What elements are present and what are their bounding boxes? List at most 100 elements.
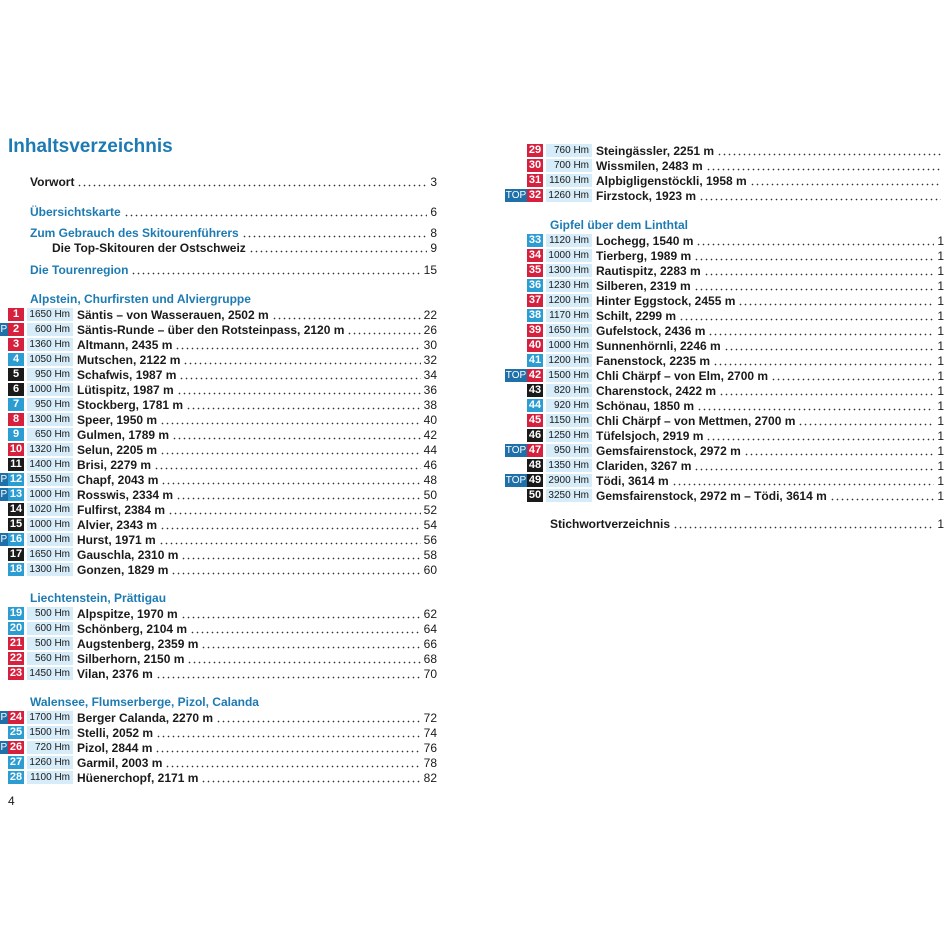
tour-name: Alpspitze, 1970 m — [77, 606, 178, 621]
dot-leader — [155, 666, 421, 681]
tour-page: 1 — [937, 413, 944, 428]
tour-name: Berger Calanda, 2270 m — [77, 710, 214, 725]
entry-page: 1 — [937, 516, 944, 531]
toc-entry: Die Tourenregion 15 — [30, 262, 437, 277]
tour-elevation-gain: 600 Hm — [27, 622, 73, 635]
tour-entry: 3 1360 Hm Altmann, 2435 m 30 — [8, 337, 437, 352]
top-badge: TOP — [505, 189, 527, 202]
tour-entry: 25 1500 Hm Stelli, 2052 m 74 — [8, 725, 437, 740]
entry-title: Übersichtskarte — [30, 204, 121, 219]
tour-entry: 6 1000 Hm Lütispitz, 1987 m 36 — [8, 382, 437, 397]
dot-leader — [160, 412, 421, 427]
tour-number: 10 — [8, 443, 24, 456]
tour-number: 44 — [527, 399, 543, 412]
tour-name: Lütispitz, 1987 m — [77, 382, 174, 397]
tour-elevation-gain: 950 Hm — [27, 368, 73, 381]
tour-name: Clariden, 3267 m — [596, 458, 692, 473]
dot-leader — [347, 322, 421, 337]
tour-page: 1 — [937, 233, 944, 248]
tour-page: 1 — [937, 368, 944, 383]
tour-page: 68 — [423, 651, 437, 666]
tour-name: Tödi, 3614 m — [596, 473, 669, 488]
tour-elevation-gain: 560 Hm — [27, 652, 73, 665]
entry-title: Die Top-Skitouren der Ostschweiz — [52, 240, 246, 255]
tour-elevation-gain: 1650 Hm — [27, 548, 73, 561]
entry-title: Vorwort — [30, 174, 75, 189]
dot-leader — [705, 158, 941, 173]
top-badge: TOP — [0, 533, 8, 546]
tour-page: 36 — [423, 382, 437, 397]
tour-elevation-gain: 1000 Hm — [27, 533, 73, 546]
dot-leader — [172, 427, 421, 442]
dot-leader — [175, 337, 421, 352]
tour-entry: 11 1400 Hm Brisi, 2279 m 46 — [8, 457, 437, 472]
dot-leader — [829, 488, 935, 503]
dot-leader — [216, 710, 421, 725]
tour-elevation-gain: 1650 Hm — [27, 308, 73, 321]
tour-name: Alvier, 2343 m — [77, 517, 158, 532]
tour-elevation-gain: 1170 Hm — [546, 309, 592, 322]
tour-elevation-gain: 1500 Hm — [546, 369, 592, 382]
section-heading: Alpstein, Churfirsten und Alviergruppe — [30, 292, 251, 306]
tour-entry: 29 760 Hm Steingässler, 2251 m — [527, 143, 944, 158]
entry-title: Stichwortverzeichnis — [550, 516, 671, 531]
tour-page: 26 — [423, 322, 437, 337]
dot-leader — [271, 307, 421, 322]
top-badge: TOP — [505, 474, 527, 487]
tour-entry: 41 1200 Hm Fanenstock, 2235 m 1 — [527, 353, 944, 368]
dot-leader — [168, 502, 421, 517]
tour-entry: 42 1500 Hm Chli Chärpf – von Elm, 2700 m 1 — [527, 368, 944, 383]
tour-number: 4 — [8, 353, 24, 366]
tour-entry: 15 1000 Hm Alvier, 2343 m 54 — [8, 517, 437, 532]
tour-page: 62 — [423, 606, 437, 621]
top-badge: TOP — [505, 369, 527, 382]
tour-page: 58 — [423, 547, 437, 562]
tour-entry: 23 1450 Hm Vilan, 2376 m 70 — [8, 666, 437, 681]
tour-number: 34 — [527, 249, 543, 262]
tour-name: Säntis-Runde – über den Rotsteinpass, 21… — [77, 322, 345, 337]
tour-entry: 44 920 Hm Schönau, 1850 m 1 — [527, 398, 944, 413]
tour-name: Wissmilen, 2483 m — [596, 158, 703, 173]
tour-entry: 10 1320 Hm Selun, 2205 m 44 — [8, 442, 437, 457]
tour-entry: 30 700 Hm Wissmilen, 2483 m — [527, 158, 944, 173]
tour-number: 25 — [8, 726, 24, 739]
tour-entry: 7 950 Hm Stockberg, 1781 m 38 — [8, 397, 437, 412]
tour-entry: 12 1550 Hm Chapf, 2043 m 48 — [8, 472, 437, 487]
tour-name: Hurst, 1971 m — [77, 532, 156, 547]
tour-page: 54 — [423, 517, 437, 532]
tour-name: Garmil, 2003 m — [77, 755, 163, 770]
dot-leader — [241, 225, 428, 240]
entry-page: 9 — [430, 240, 437, 255]
top-badge: TOP — [505, 444, 527, 457]
tour-number: 18 — [8, 563, 24, 576]
tour-page: 82 — [423, 770, 437, 785]
tour-name: Rautispitz, 2283 m — [596, 263, 701, 278]
tour-number: 38 — [527, 309, 543, 322]
tour-entry: 18 1300 Hm Gonzen, 1829 m 60 — [8, 562, 437, 577]
dot-leader — [161, 472, 421, 487]
dot-leader — [183, 352, 421, 367]
dot-leader — [771, 368, 935, 383]
tour-page: 42 — [423, 427, 437, 442]
page-number: 4 — [8, 794, 15, 808]
tour-name: Lochegg, 1540 m — [596, 233, 694, 248]
tour-page: 1 — [937, 428, 944, 443]
tour-number: 8 — [8, 413, 24, 426]
dot-leader — [181, 547, 421, 562]
tour-name: Stockberg, 1781 m — [77, 397, 184, 412]
tour-elevation-gain: 1550 Hm — [27, 473, 73, 486]
tour-entry: 37 1200 Hm Hinter Eggstock, 2455 m 1 — [527, 293, 944, 308]
tour-elevation-gain: 1300 Hm — [27, 413, 73, 426]
dot-leader — [679, 308, 935, 323]
dot-leader — [160, 442, 421, 457]
tour-page: 52 — [423, 502, 437, 517]
tour-number: 47 — [527, 444, 543, 457]
tour-entry: 8 1300 Hm Speer, 1950 m 40 — [8, 412, 437, 427]
tour-page: 40 — [423, 412, 437, 427]
tour-page: 60 — [423, 562, 437, 577]
tour-number: 43 — [527, 384, 543, 397]
tour-elevation-gain: 920 Hm — [546, 399, 592, 412]
tour-page: 1 — [937, 488, 944, 503]
tour-page: 32 — [423, 352, 437, 367]
toc-title: Inhaltsverzeichnis — [8, 136, 173, 157]
